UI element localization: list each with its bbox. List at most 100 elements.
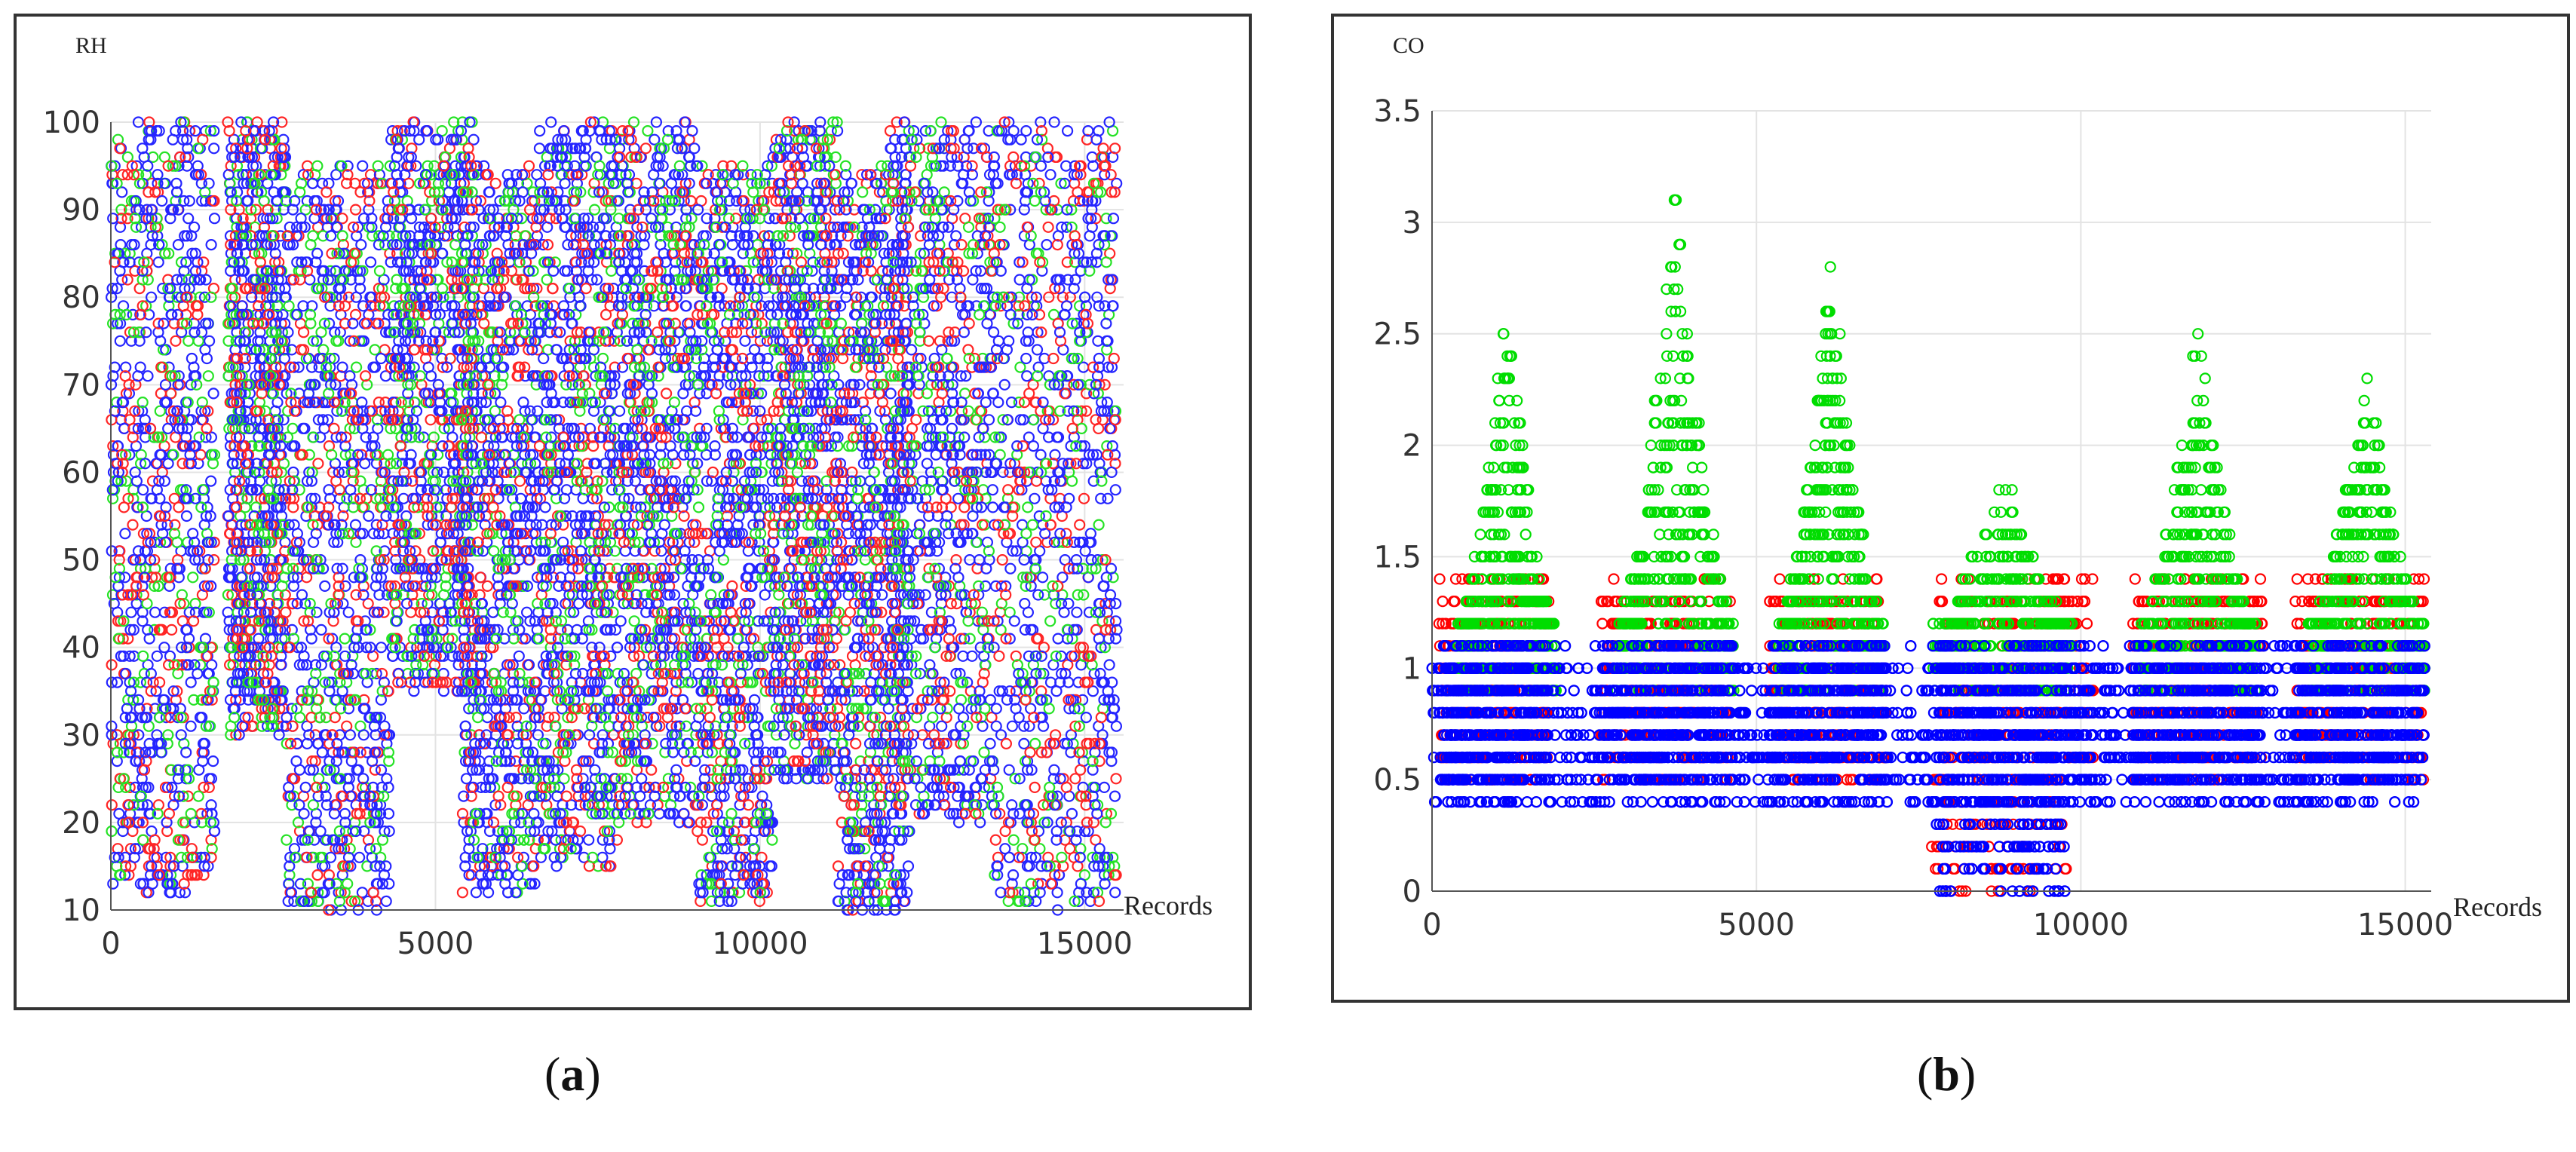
data-point	[198, 746, 210, 758]
data-point	[231, 536, 243, 548]
data-point	[142, 623, 154, 636]
data-point	[122, 492, 134, 504]
data-point	[149, 186, 161, 198]
data-point	[185, 458, 197, 470]
data-point	[174, 597, 186, 610]
data-point	[145, 667, 157, 680]
data-point	[140, 326, 152, 339]
data-point	[145, 536, 157, 548]
data-point	[172, 773, 184, 785]
data-point	[182, 773, 195, 785]
data-point	[188, 615, 200, 627]
data-point	[175, 291, 187, 303]
data-point	[208, 536, 220, 548]
data-point	[146, 291, 158, 303]
data-point	[123, 378, 135, 391]
data-point	[223, 623, 235, 636]
data-point	[172, 711, 184, 724]
data-point	[111, 676, 124, 688]
data-point	[179, 230, 191, 242]
data-point	[165, 308, 177, 320]
data-point	[198, 737, 210, 750]
data-point	[181, 317, 193, 329]
data-point	[125, 685, 137, 697]
data-point	[205, 431, 217, 443]
data-point	[125, 606, 137, 618]
data-point	[159, 397, 171, 409]
data-point	[198, 781, 210, 794]
data-point	[224, 528, 236, 540]
data-point	[185, 807, 197, 820]
data-point	[173, 790, 186, 802]
data-point	[136, 817, 149, 829]
data-point	[170, 125, 182, 137]
data-point	[151, 125, 163, 137]
data-point	[124, 449, 136, 461]
data-point	[189, 597, 201, 610]
data-point	[196, 397, 208, 409]
data-point	[175, 711, 187, 724]
data-point	[192, 545, 204, 557]
data-point	[127, 519, 139, 531]
data-point	[113, 553, 125, 566]
data-point	[142, 160, 154, 172]
data-point	[172, 378, 184, 391]
data-point	[205, 642, 217, 654]
data-point	[186, 352, 198, 365]
data-point	[208, 142, 220, 155]
data-point	[124, 650, 136, 662]
data-point	[177, 790, 189, 802]
data-point	[132, 116, 145, 128]
data-point	[135, 790, 147, 802]
data-point	[266, 562, 279, 574]
data-point	[135, 221, 148, 233]
data-point	[203, 606, 215, 618]
data-point	[208, 195, 220, 207]
data-point	[163, 807, 175, 820]
data-point	[111, 283, 123, 295]
data-point	[123, 388, 135, 400]
data-point	[269, 326, 281, 339]
data-point	[182, 659, 195, 671]
data-point	[149, 553, 161, 566]
data-point	[186, 247, 198, 259]
data-point	[132, 370, 144, 382]
data-point	[133, 326, 145, 339]
data-point	[223, 615, 235, 627]
data-point	[142, 256, 154, 268]
data-point	[198, 580, 210, 593]
data-point	[140, 213, 152, 225]
data-point	[115, 869, 127, 881]
data-point	[116, 449, 128, 461]
data-point	[153, 239, 165, 251]
data-point	[134, 553, 146, 566]
data-point	[201, 580, 214, 593]
data-point	[155, 335, 167, 347]
data-point	[175, 116, 187, 128]
data-point	[129, 213, 141, 225]
data-point	[241, 685, 253, 697]
data-point	[152, 256, 164, 268]
data-point	[170, 335, 182, 347]
data-point	[208, 553, 220, 566]
data-point	[108, 597, 120, 610]
data-point	[192, 142, 204, 155]
data-point	[232, 623, 244, 636]
data-point	[112, 633, 124, 645]
data-point	[129, 405, 141, 417]
data-point	[171, 405, 183, 417]
data-point	[106, 317, 119, 329]
data-point	[114, 221, 127, 233]
data-point	[120, 667, 132, 680]
data-point	[159, 378, 172, 391]
data-point	[142, 274, 154, 286]
data-point	[106, 484, 118, 496]
data-point	[146, 213, 158, 225]
data-point	[109, 405, 121, 417]
data-point	[267, 720, 279, 732]
data-point	[132, 422, 144, 435]
data-point	[198, 256, 210, 268]
data-point	[224, 186, 236, 198]
data-point	[115, 213, 127, 225]
data-point	[182, 213, 195, 225]
